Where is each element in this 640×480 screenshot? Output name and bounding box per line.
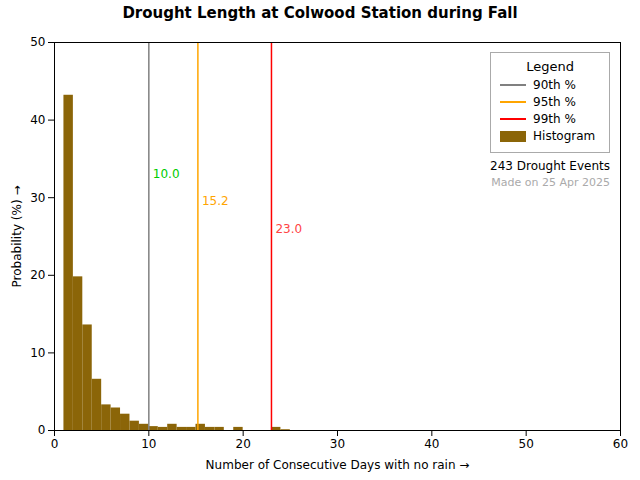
- svg-text:0: 0: [38, 423, 46, 437]
- svg-text:20: 20: [30, 268, 45, 282]
- svg-text:23.0: 23.0: [275, 222, 302, 236]
- svg-text:10: 10: [141, 437, 156, 451]
- html-text:Made on 25 Apr 2025: Made on 25 Apr 2025: [491, 176, 610, 189]
- html-text:Histogram: Histogram: [533, 129, 596, 143]
- html-text:95th %: 95th %: [533, 95, 576, 109]
- svg-text:30: 30: [330, 437, 345, 451]
- html-text:90th %: 90th %: [533, 78, 576, 92]
- svg-text:20: 20: [236, 437, 251, 451]
- svg-text:40: 40: [424, 437, 439, 451]
- html-text:Drought Length at Colwood Stat: Drought Length at Colwood Station during…: [122, 4, 518, 22]
- svg-text:15.2: 15.2: [202, 194, 229, 208]
- svg-text:Probability (%) →: Probability (%) →: [10, 186, 24, 288]
- svg-text:Number of Consecutive Days wit: Number of Consecutive Days with no rain …: [206, 458, 470, 472]
- html-text:243 Drought Events: 243 Drought Events: [490, 159, 610, 173]
- svg-text:10: 10: [30, 346, 45, 360]
- svg-text:60: 60: [613, 437, 628, 451]
- svg-text:50: 50: [519, 437, 534, 451]
- svg-text:30: 30: [30, 191, 45, 205]
- svg-text:0: 0: [51, 437, 59, 451]
- svg-text:10.0: 10.0: [153, 167, 180, 181]
- html-text:Legend: Legend: [526, 59, 574, 74]
- svg-text:50: 50: [30, 35, 45, 49]
- svg-text:40: 40: [30, 113, 45, 127]
- html-text:99th %: 99th %: [533, 112, 576, 126]
